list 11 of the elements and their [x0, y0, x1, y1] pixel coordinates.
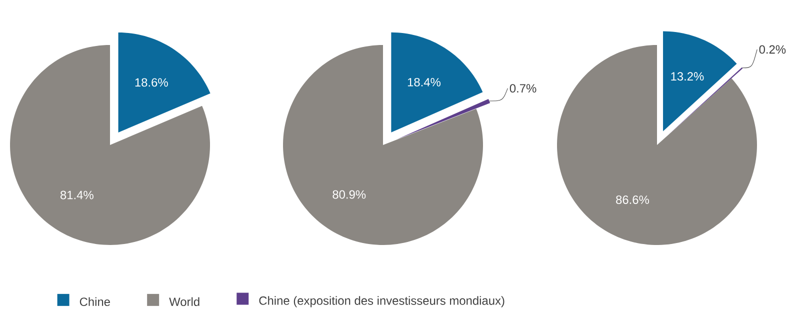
data-label: 0.2%: [759, 45, 786, 54]
data-label: 18.6%: [135, 78, 168, 87]
legend-label: World: [169, 297, 200, 306]
data-label: 0.7%: [510, 84, 536, 93]
legend-label: Chine: [80, 297, 110, 306]
data-label: 81.4%: [60, 190, 94, 200]
legend-label: Chine (exposition des investisseurs mondiaux): [259, 296, 504, 308]
data-label: 13.2%: [671, 72, 704, 81]
data-label: 86.6%: [616, 196, 649, 204]
data-label: 18.4%: [408, 78, 441, 86]
data-label: 80.9%: [332, 190, 366, 199]
